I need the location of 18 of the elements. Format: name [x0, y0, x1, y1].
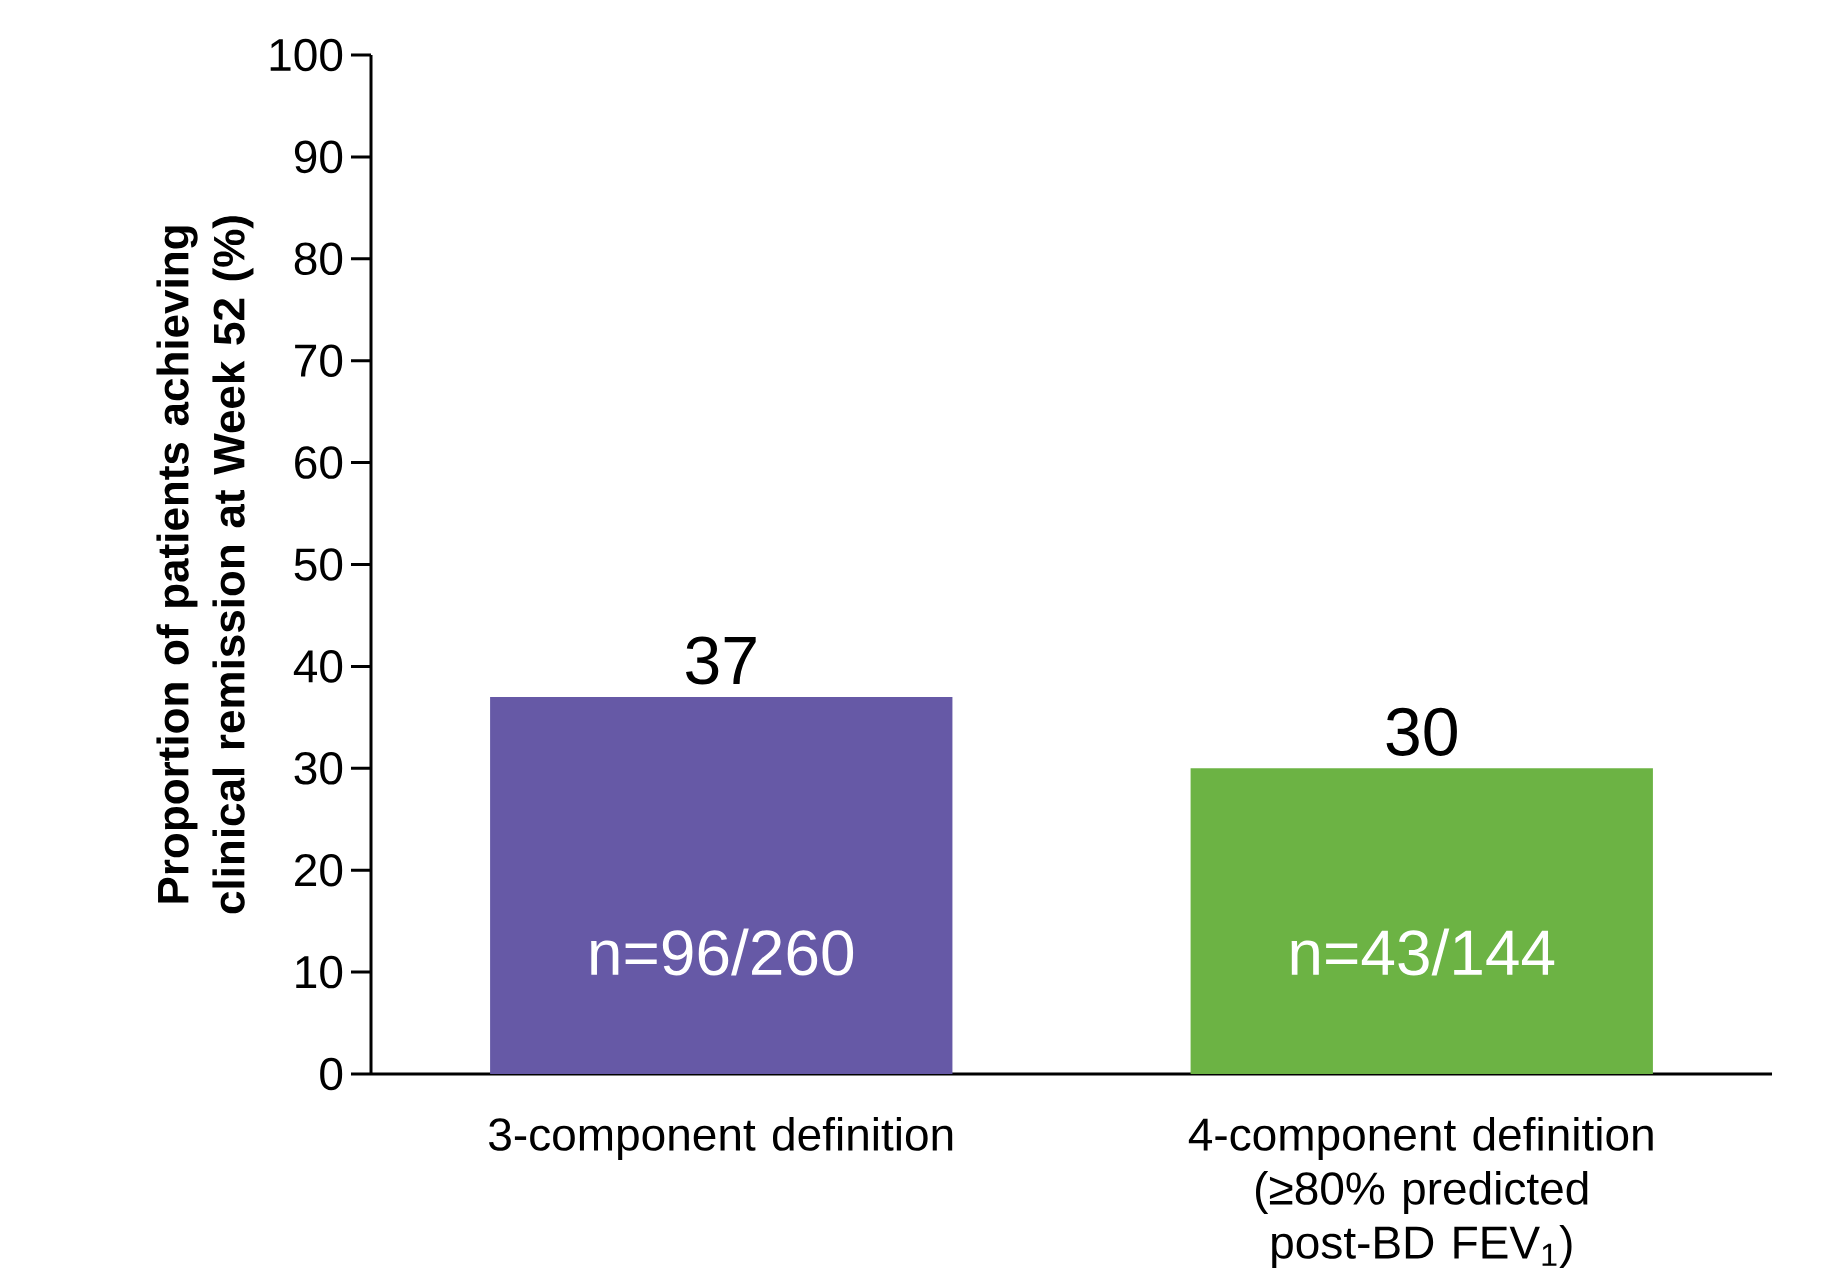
y-tick-label: 90	[294, 140, 343, 174]
y-tick-label: 0	[320, 1057, 343, 1091]
data-label: 37	[686, 636, 756, 685]
y-tick-label: 100	[270, 38, 343, 72]
x-tick-label: 4-component definition (≥80% predicted post-BD FEV$_{1}$)	[1188, 1117, 1653, 1269]
y-tick-label: 60	[295, 446, 343, 480]
y-tick-label: 80	[294, 242, 343, 276]
y-axis-title: Proportion of patients achieving clinical remission at Week 52 (%)	[156, 216, 254, 914]
y-tick-label: 30	[294, 752, 343, 785]
y-tick-label: 70	[295, 344, 343, 378]
y-tick-label: 10	[296, 956, 343, 989]
annotation: n=43/144	[1291, 928, 1555, 976]
x-tick-label: 3-component definition	[489, 1117, 953, 1161]
data-label: 30	[1386, 707, 1457, 757]
annotation: n=96/260	[591, 928, 854, 976]
y-tick-label: 40	[293, 650, 343, 683]
y-tick-label: 20	[295, 854, 343, 887]
y-tick-label: 50	[294, 548, 343, 581]
